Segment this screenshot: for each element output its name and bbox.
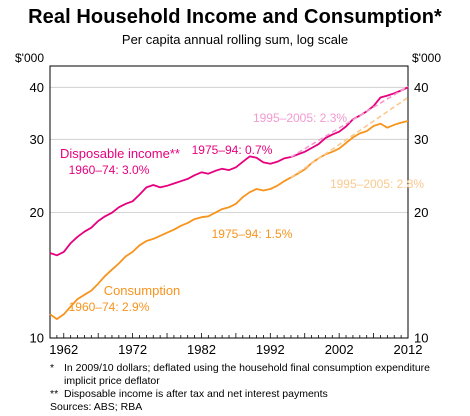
annotation-0: Disposable income**: [60, 146, 180, 161]
footnote-2-mark: **: [50, 388, 59, 400]
x-tick-1992: 1992: [256, 342, 285, 357]
annotation-2: 1975–94: 0.7%: [192, 143, 273, 157]
x-tick-1962: 1962: [49, 342, 78, 357]
y-tick-left-40: 40: [30, 80, 44, 95]
x-tick-2002: 2002: [325, 342, 354, 357]
footnote-1-text: In 2009/10 dollars; deflated using the h…: [64, 362, 431, 387]
annotation-6: Consumption: [104, 283, 181, 298]
footnote-1-mark: *: [50, 362, 55, 374]
footnote-2-text: Disposable income is after tax and net i…: [64, 388, 328, 400]
x-tick-1972: 1972: [118, 342, 147, 357]
footnotes: * In 2009/10 dollars; deflated using the…: [50, 362, 460, 414]
series-layer: [49, 85, 409, 320]
chart-canvas: 10 10 20 20 30 30 40 40 $'000 $'000 1962 1972 1982 19…: [15, 51, 441, 357]
series-line-2: [290, 85, 409, 158]
annotation-4: 1995–2005: 2.8%: [330, 177, 424, 191]
series-line-1: [49, 120, 409, 320]
y-unit-right: $'000: [412, 51, 441, 65]
footnote-2: ** Disposable income is after tax and ne…: [50, 388, 460, 401]
sources: Sources: ABS; RBA: [50, 401, 143, 413]
annotation-7: 1960–74: 2.9%: [69, 300, 150, 314]
chart-subtitle: Per capita annual rolling sum, log scale: [121, 32, 349, 47]
y-unit-left: $'000: [15, 51, 44, 65]
annotation-5: 1975–94: 1.5%: [212, 227, 293, 241]
y-tick-right-40: 40: [414, 80, 428, 95]
annotation-layer: Disposable income** 1960–74: 3.0% 1975–94:…: [60, 111, 424, 314]
x-tick-1982: 1982: [187, 342, 216, 357]
y-tick-right-30: 30: [414, 132, 428, 147]
y-tick-left-10: 10: [30, 331, 44, 346]
y-tick-left-30: 30: [30, 132, 44, 147]
series-line-0: [49, 86, 409, 257]
axis-layer: 10 10 20 20 30 30 40 40 $'000 $'000 1962 1972 1982 19…: [15, 51, 441, 357]
chart-title: Real Household Income and Consumption*: [28, 6, 442, 28]
annotation-1: 1960–74: 3.0%: [69, 163, 150, 177]
y-tick-left-20: 20: [30, 205, 44, 220]
series-line-3: [290, 96, 409, 179]
y-tick-right-10: 10: [414, 331, 428, 346]
footnote-1: * In 2009/10 dollars; deflated using the…: [50, 362, 460, 388]
annotation-3: 1995–2005: 2.3%: [253, 111, 347, 125]
y-tick-right-20: 20: [414, 205, 428, 220]
x-tick-2012: 2012: [394, 342, 423, 357]
